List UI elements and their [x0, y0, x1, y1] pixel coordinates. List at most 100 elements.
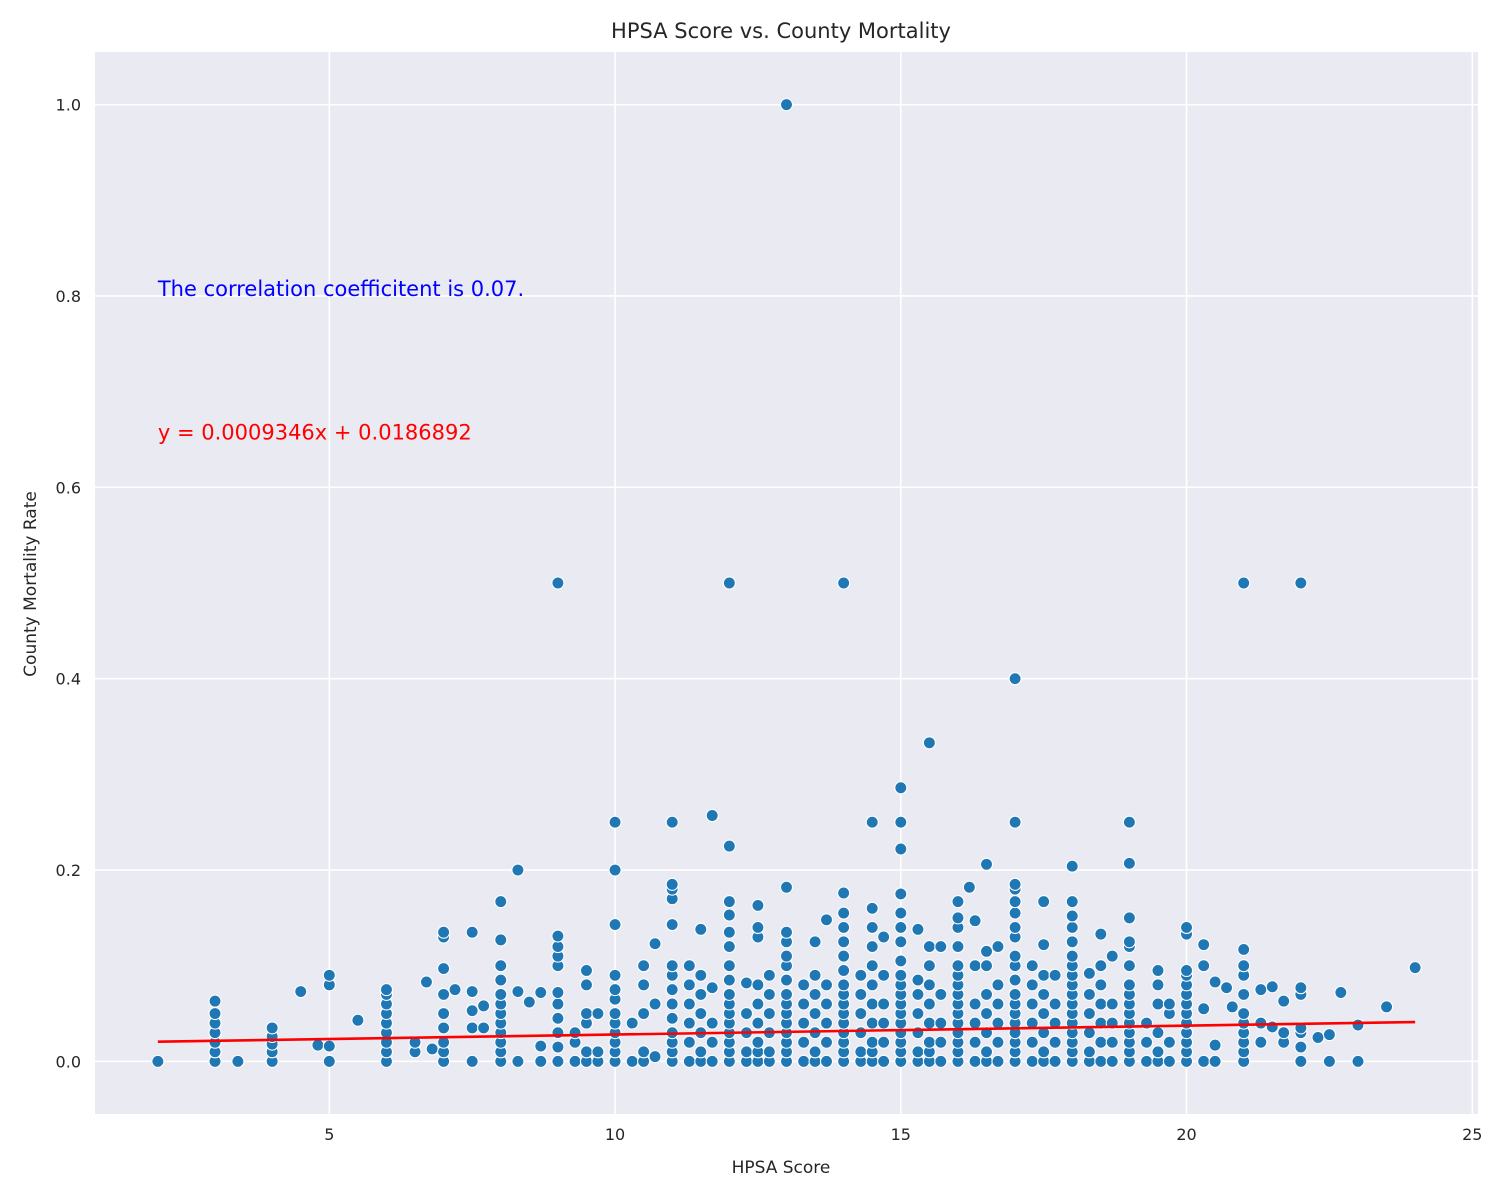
data-point: [751, 1016, 765, 1030]
y-axis-label: County Mortality Rate: [21, 491, 41, 677]
data-point: [705, 1016, 719, 1030]
data-point: [1265, 980, 1279, 994]
data-point: [951, 940, 965, 954]
data-point: [819, 1035, 834, 1049]
data-point: [779, 987, 794, 1001]
data-point: [1008, 973, 1022, 987]
data-point: [762, 1006, 776, 1021]
data-point: [1254, 1035, 1268, 1049]
data-point: [808, 968, 822, 982]
data-point: [922, 940, 936, 954]
data-point: [837, 576, 851, 590]
data-point: [1294, 576, 1308, 590]
data-point: [979, 987, 994, 1001]
data-point: [934, 1035, 948, 1049]
data-point: [819, 997, 834, 1011]
data-point: [694, 922, 708, 936]
data-point: [425, 1042, 439, 1056]
data-point: [1065, 895, 1079, 909]
data-point: [551, 1054, 565, 1068]
data-point: [379, 983, 394, 997]
data-point: [808, 1045, 822, 1059]
data-point: [1208, 975, 1222, 989]
data-point: [465, 1021, 479, 1035]
data-point: [951, 895, 965, 909]
data-point: [751, 898, 765, 912]
data-point: [779, 973, 794, 987]
regression-line-group: [157, 1020, 1416, 1044]
data-point: [865, 920, 879, 934]
annotations: The correlation coefficitent is 0.07. y =…: [157, 277, 524, 445]
data-point: [1082, 966, 1096, 980]
data-point: [894, 920, 908, 934]
data-point: [1162, 997, 1176, 1011]
data-point: [608, 815, 622, 829]
data-point: [208, 994, 222, 1008]
data-point: [1151, 1045, 1165, 1059]
data-point: [1037, 968, 1051, 982]
data-point: [551, 576, 565, 590]
data-point: [705, 981, 719, 995]
data-point: [1008, 895, 1022, 909]
data-point: [1025, 978, 1039, 992]
data-point: [591, 1006, 605, 1021]
data-point: [751, 920, 765, 934]
data-point: [1334, 985, 1348, 1000]
data-point: [1025, 1035, 1039, 1049]
data-point: [922, 959, 936, 973]
x-tick-label: 15: [891, 1125, 911, 1144]
data-point: [797, 1035, 811, 1049]
data-point: [1037, 987, 1051, 1001]
data-point: [1008, 906, 1022, 920]
data-point: [1008, 987, 1022, 1001]
data-point: [437, 1006, 451, 1021]
data-point: [837, 963, 851, 978]
data-point: [1122, 911, 1136, 925]
data-point: [637, 959, 651, 973]
data-point: [877, 1054, 891, 1068]
data-point: [551, 1011, 565, 1025]
data-point: [877, 997, 891, 1011]
data-point: [1351, 1018, 1365, 1032]
data-point: [408, 1035, 422, 1049]
data-point: [322, 1039, 336, 1053]
data-point: [1094, 927, 1108, 941]
data-point: [1094, 997, 1108, 1011]
data-point: [819, 913, 834, 927]
data-point: [1265, 1020, 1279, 1034]
data-point: [511, 1054, 525, 1068]
data-point: [1237, 987, 1251, 1001]
data-point: [682, 959, 696, 973]
data-point: [1208, 1054, 1222, 1068]
data-point: [1151, 997, 1165, 1011]
data-point: [922, 997, 936, 1011]
data-point: [819, 1054, 834, 1068]
data-point: [1162, 1054, 1176, 1068]
x-axis-label: HPSA Score: [732, 1158, 831, 1178]
x-tick-label: 25: [1462, 1125, 1482, 1144]
data-point: [568, 1026, 582, 1040]
data-point: [534, 1054, 548, 1068]
data-point: [1237, 942, 1251, 956]
data-point: [797, 1016, 811, 1030]
data-point: [322, 1054, 336, 1068]
data-point: [682, 1016, 696, 1030]
data-point: [494, 895, 508, 909]
data-point: [705, 1054, 719, 1068]
data-point: [922, 1016, 936, 1030]
data-point: [665, 997, 679, 1011]
data-point: [877, 968, 891, 982]
data-point: [682, 997, 696, 1011]
data-point: [779, 880, 794, 894]
data-point: [894, 781, 908, 795]
data-point: [779, 949, 794, 963]
data-point: [837, 949, 851, 963]
data-point: [877, 1035, 891, 1049]
data-point: [877, 930, 891, 944]
data-point: [1294, 981, 1308, 995]
data-point: [494, 987, 508, 1001]
data-point: [968, 1016, 982, 1030]
data-point: [865, 997, 879, 1011]
data-point: [722, 908, 736, 922]
data-point: [979, 944, 994, 958]
